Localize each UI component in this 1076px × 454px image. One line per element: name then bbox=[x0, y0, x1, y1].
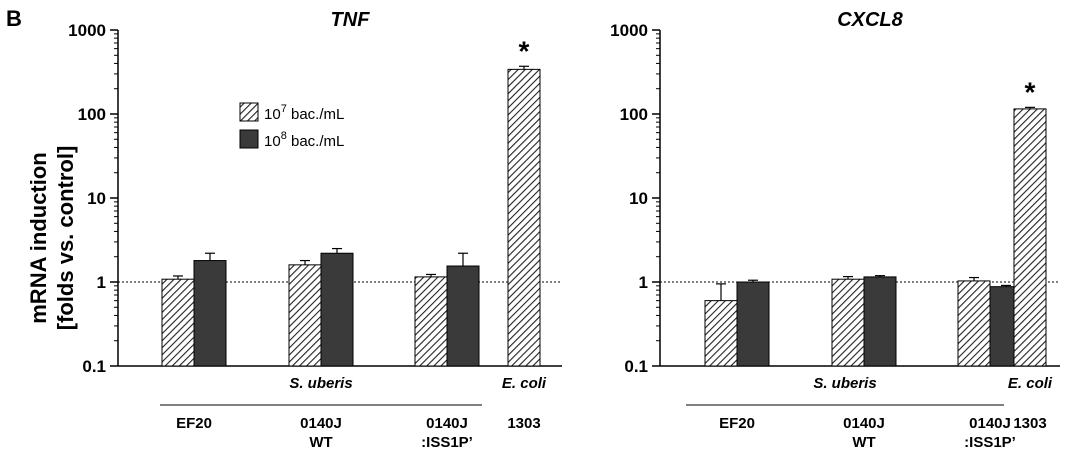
bar-1e7 bbox=[507, 68, 541, 367]
legend-swatch-1e8 bbox=[239, 129, 259, 149]
strain-label: 0140J bbox=[300, 415, 342, 432]
y-tick-label: 1 bbox=[97, 273, 106, 292]
species-label-s-uberis: S. uberis bbox=[813, 375, 876, 392]
bar-1e8 bbox=[193, 260, 227, 367]
bar-1e8 bbox=[446, 265, 480, 367]
significance-asterisk: * bbox=[519, 35, 530, 66]
y-tick-label: 100 bbox=[620, 105, 648, 124]
strain-label-line2: :ISS1P’ bbox=[964, 434, 1016, 451]
legend-label-1e7: 107 bac./mL bbox=[264, 103, 344, 123]
bar-1e7 bbox=[704, 300, 738, 367]
y-axis-label-line2: [folds vs. control] bbox=[53, 146, 78, 331]
legend-swatch-1e7 bbox=[239, 102, 259, 122]
y-tick-label: 10 bbox=[87, 189, 106, 208]
bar-1e7 bbox=[161, 278, 195, 367]
y-tick-label: 10 bbox=[629, 189, 648, 208]
y-tick-label: 1000 bbox=[610, 21, 648, 40]
bar-1e7 bbox=[288, 264, 322, 367]
significance-asterisk: * bbox=[1025, 76, 1036, 107]
tnf-panel: TNF 0.1 1 10 100 1000 * S. uberis E. coli EF20 014… bbox=[68, 9, 562, 451]
strain-label: EF20 bbox=[176, 415, 212, 432]
strain-label: 0140J bbox=[426, 415, 468, 432]
strain-label: 0140J bbox=[969, 415, 1011, 432]
chart-title: CXCL8 bbox=[837, 9, 903, 31]
bar-1e8 bbox=[736, 281, 770, 367]
y-tick-label: 100 bbox=[78, 105, 106, 124]
strain-label-line2: WT bbox=[309, 434, 332, 451]
legend-label-1e8: 108 bac./mL bbox=[264, 130, 344, 150]
strain-label: EF20 bbox=[719, 415, 755, 432]
strain-label-line2: :ISS1P’ bbox=[421, 434, 473, 451]
bar-1e7 bbox=[414, 276, 448, 367]
bar-1e8 bbox=[320, 252, 354, 367]
panel-letter: B bbox=[6, 6, 22, 31]
y-tick-label: 1 bbox=[639, 273, 648, 292]
y-tick-label: 1000 bbox=[68, 21, 106, 40]
species-label-e-coli: E. coli bbox=[502, 375, 547, 392]
strain-label-line2: WT bbox=[852, 434, 875, 451]
strain-label: 1303 bbox=[507, 415, 540, 432]
bar-1e7 bbox=[1013, 108, 1047, 367]
y-axis-label-line1: mRNA induction bbox=[26, 152, 51, 324]
strain-label: 1303 bbox=[1013, 415, 1046, 432]
y-tick-label: 0.1 bbox=[82, 357, 106, 376]
species-label-s-uberis: S. uberis bbox=[289, 375, 352, 392]
legend: 107 bac./mL 108 bac./mL bbox=[239, 102, 344, 150]
bar-1e8 bbox=[863, 276, 897, 367]
species-label-e-coli: E. coli bbox=[1008, 375, 1053, 392]
y-tick-label: 0.1 bbox=[624, 357, 648, 376]
chart-title: TNF bbox=[331, 9, 371, 31]
bar-1e7 bbox=[831, 278, 865, 367]
cxcl8-panel: CXCL8 0.1 1 10 100 1000 * S. uberis E. coli EF20 0… bbox=[610, 9, 1060, 451]
bar-1e7 bbox=[957, 280, 991, 367]
strain-label: 0140J bbox=[843, 415, 885, 432]
